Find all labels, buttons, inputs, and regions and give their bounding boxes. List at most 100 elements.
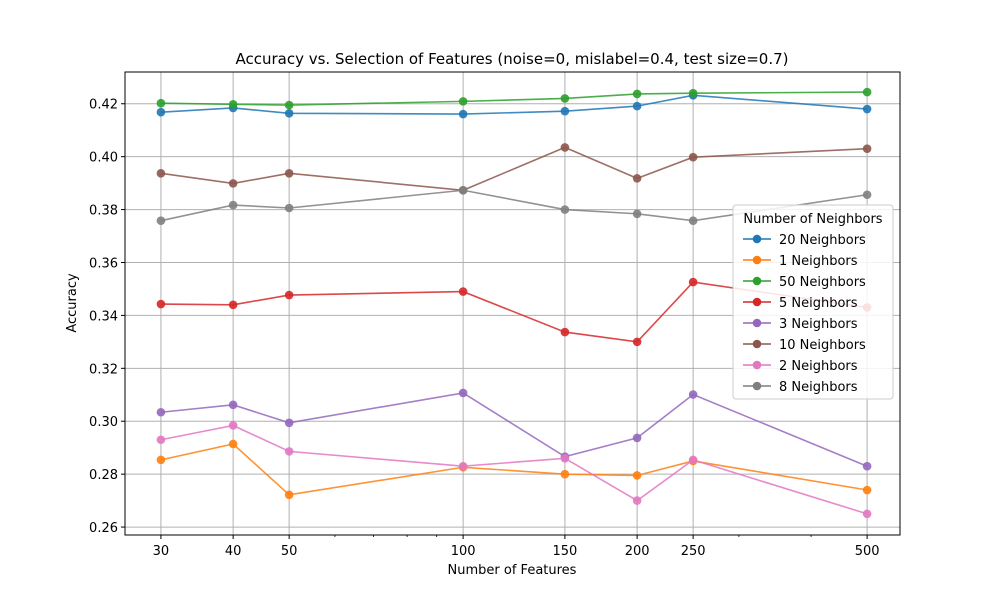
data-point — [284, 490, 294, 500]
data-point — [156, 169, 166, 178]
legend-label: 5 Neighbors — [779, 296, 858, 311]
legend-box — [732, 204, 894, 400]
data-point — [284, 447, 294, 456]
y-tick-label: 0.40 — [89, 151, 118, 166]
data-point — [632, 337, 642, 347]
data-point — [632, 209, 642, 219]
y-tick-label: 0.28 — [89, 468, 118, 483]
data-point — [688, 455, 698, 465]
y-axis-label: Accuracy — [65, 273, 80, 333]
x-tick-label: 150 — [552, 544, 577, 559]
data-point — [228, 99, 238, 109]
x-axis-label: Number of Features — [448, 563, 577, 578]
data-point — [560, 94, 570, 103]
data-point — [560, 205, 570, 214]
data-point — [688, 152, 698, 162]
data-point — [228, 421, 238, 430]
data-point — [560, 453, 570, 463]
data-point — [560, 106, 570, 116]
legend-swatch-marker — [752, 234, 762, 244]
data-point — [862, 485, 872, 495]
data-point — [228, 300, 238, 310]
data-point — [458, 461, 468, 471]
series-line — [160, 94, 868, 115]
legend-item: 5 Neighbors — [743, 296, 858, 311]
x-tick-label: 40 — [225, 544, 242, 559]
legend-label: 50 Neighbors — [779, 275, 866, 290]
legend-item: 8 Neighbors — [743, 380, 858, 395]
legend-item: 20 Neighbors — [743, 233, 866, 248]
legend-label: 3 Neighbors — [779, 317, 858, 332]
data-point — [458, 287, 468, 296]
data-point — [458, 97, 468, 106]
y-tick-label: 0.36 — [89, 256, 118, 271]
data-point — [228, 400, 238, 410]
x-tick-label: 250 — [681, 544, 706, 559]
data-point — [156, 407, 166, 417]
legend-swatch-marker — [752, 255, 762, 265]
series-line — [160, 146, 868, 192]
data-point — [228, 179, 238, 188]
data-point — [688, 216, 698, 225]
data-point — [156, 299, 166, 309]
series-2-neighbors — [156, 421, 872, 519]
data-point — [284, 108, 294, 118]
legend-label: 20 Neighbors — [779, 233, 866, 248]
data-point — [560, 327, 570, 337]
y-tick-label: 0.38 — [89, 204, 118, 219]
data-point — [156, 216, 166, 225]
legend-label: 2 Neighbors — [779, 359, 858, 374]
data-point — [862, 509, 872, 519]
data-point — [156, 435, 166, 445]
legend-item: 1 Neighbors — [743, 254, 858, 269]
legend-label: 8 Neighbors — [779, 380, 858, 395]
data-point — [862, 104, 872, 114]
y-tick-label: 0.32 — [89, 362, 118, 377]
y-tick-label: 0.30 — [89, 415, 118, 430]
data-point — [156, 98, 166, 108]
series-layer — [156, 87, 872, 519]
data-point — [632, 496, 642, 505]
y-tick-label: 0.26 — [89, 521, 118, 536]
series-line — [160, 91, 868, 106]
data-point — [862, 190, 872, 200]
legend-item: 10 Neighbors — [743, 338, 866, 353]
legend-item: 2 Neighbors — [743, 359, 858, 374]
data-point — [632, 174, 642, 183]
y-axis: 0.26 0.28 0.30 0.32 0.34 0.36 0.38 0.40 0.42 — [89, 98, 125, 536]
data-point — [632, 433, 642, 443]
data-point — [632, 89, 642, 99]
legend-swatch-marker — [752, 339, 762, 349]
data-point — [560, 469, 570, 479]
data-point — [688, 88, 698, 98]
x-tick-label: 500 — [855, 544, 880, 559]
legend-item: 3 Neighbors — [743, 317, 858, 332]
data-point — [862, 87, 872, 97]
legend-title: Number of Neighbors — [743, 212, 882, 227]
legend-swatch-marker — [752, 276, 762, 286]
data-point — [156, 107, 166, 117]
plot-frame — [124, 71, 901, 536]
data-point — [458, 185, 468, 195]
x-tick-label: 50 — [281, 544, 298, 559]
x-tick-label: 30 — [153, 544, 170, 559]
data-point — [284, 169, 294, 178]
data-point — [284, 203, 294, 213]
y-tick-label: 0.42 — [89, 98, 118, 113]
data-point — [688, 390, 698, 399]
series-line — [160, 424, 868, 515]
data-point — [458, 109, 468, 119]
series-3-neighbors — [156, 388, 872, 471]
series-line — [160, 392, 868, 467]
y-tick-label: 0.34 — [89, 309, 118, 324]
series-50-neighbors — [156, 87, 872, 110]
data-point — [458, 388, 468, 398]
legend-swatch-marker — [752, 318, 762, 328]
data-point — [284, 100, 294, 110]
legend-label: 1 Neighbors — [779, 254, 858, 269]
chart-title: Accuracy vs. Selection of Features (nois… — [235, 50, 788, 68]
legend-item: 50 Neighbors — [743, 275, 866, 290]
data-point — [632, 101, 642, 111]
x-axis: 30 40 50 100 150 200 250 500 — [153, 535, 880, 559]
data-point — [862, 461, 872, 471]
